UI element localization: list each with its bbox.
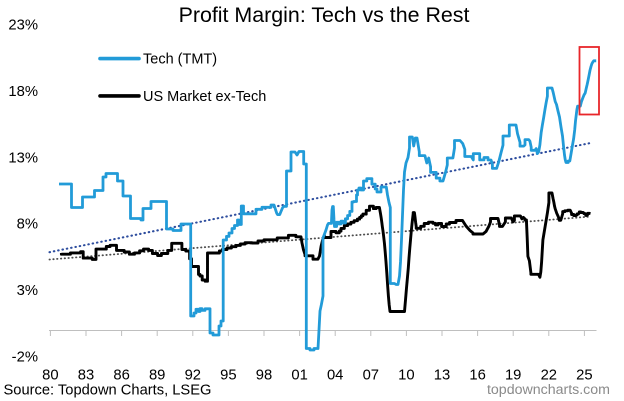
svg-text:13%: 13% [8,150,38,166]
svg-text:83: 83 [78,368,94,384]
svg-text:19: 19 [505,368,521,384]
svg-text:Profit Margin: Tech vs the Res: Profit Margin: Tech vs the Rest [179,3,470,27]
svg-text:US Market ex-Tech: US Market ex-Tech [143,89,266,105]
svg-text:95: 95 [220,368,236,384]
svg-text:8%: 8% [17,217,38,233]
svg-text:04: 04 [327,368,343,384]
svg-text:98: 98 [256,368,272,384]
svg-text:10: 10 [398,368,414,384]
svg-text:3%: 3% [17,283,38,299]
svg-text:-2%: -2% [12,350,38,366]
svg-text:Source: Topdown Charts, LSEG: Source: Topdown Charts, LSEG [4,383,212,399]
svg-text:89: 89 [149,368,165,384]
svg-text:Tech (TMT): Tech (TMT) [143,52,217,68]
svg-text:13: 13 [434,368,450,384]
svg-text:92: 92 [185,368,201,384]
svg-text:18%: 18% [8,84,38,100]
svg-text:01: 01 [291,368,307,384]
svg-text:25: 25 [576,368,592,384]
svg-text:80: 80 [42,368,58,384]
svg-text:07: 07 [363,368,379,384]
svg-text:86: 86 [113,368,129,384]
svg-text:22: 22 [541,368,557,384]
svg-text:16: 16 [469,368,485,384]
svg-text:topdowncharts.com: topdowncharts.com [487,382,610,398]
svg-text:23%: 23% [8,18,38,34]
